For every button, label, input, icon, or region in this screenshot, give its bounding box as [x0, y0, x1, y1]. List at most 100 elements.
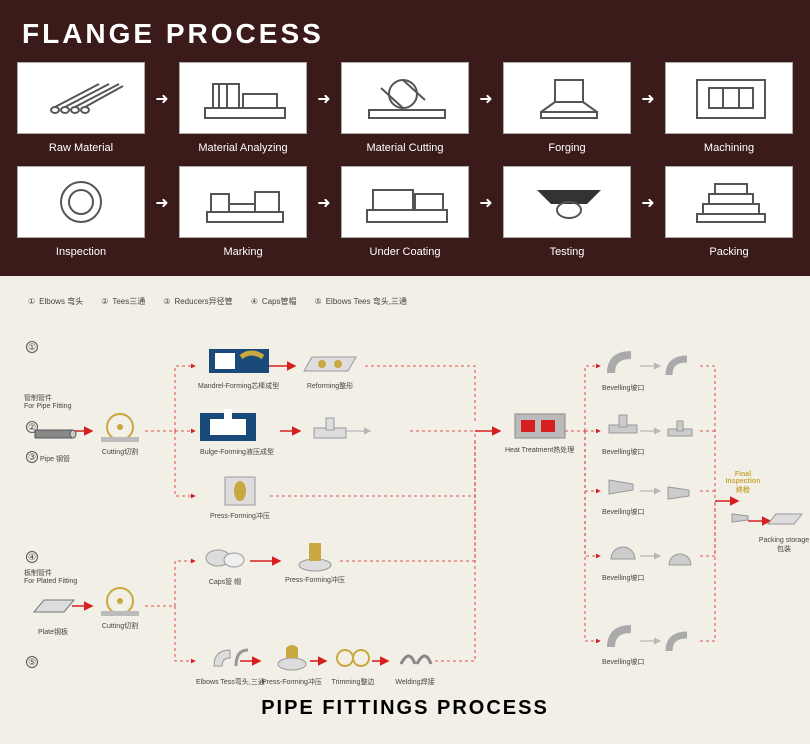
- bulge-icon: [198, 409, 276, 445]
- pipe-flow-diagram: ① ② ③ ④ ⑤ 管制管件 For Pipe Fitting 板制管件 For…: [10, 321, 800, 691]
- flange-step-testing: Testing: [502, 166, 632, 258]
- cutting-label: Material Cutting: [366, 142, 443, 154]
- flange-step-machining: Machining: [664, 62, 794, 154]
- marking-label: Marking: [223, 246, 262, 258]
- for-plated-fitting-label: 板制管件 For Plated Fitting: [24, 566, 77, 585]
- packing-label: Packing: [709, 246, 748, 258]
- coating-icon: [355, 174, 455, 230]
- caps-node: Caps管 帽: [200, 539, 250, 587]
- pipe-node: Pipe 钢管: [30, 416, 80, 464]
- tee-mid-node: [305, 413, 355, 449]
- legend-item-2: ②Tees三通: [101, 296, 145, 307]
- heat-treatment-node: Heat Treatment热处理: [505, 407, 574, 455]
- flange-row-2: Inspection ➜ Marking ➜ Under Coating ➜ T…: [16, 166, 794, 258]
- pipe-icon: [33, 424, 77, 444]
- plate-icon: [30, 594, 76, 620]
- saw-icon: [97, 583, 143, 619]
- saw-icon: [97, 409, 143, 445]
- analyzing-label: Material Analyzing: [198, 142, 287, 154]
- mandrel-icon: [207, 343, 271, 379]
- inspection-icon: [31, 174, 131, 230]
- tee-icon: [310, 416, 350, 446]
- final-inspection-node: Final Inspection 终检: [718, 469, 768, 495]
- arrow-icon: ➜: [317, 193, 330, 231]
- caps-icon: [202, 542, 248, 572]
- welding-node: Welding焊接: [390, 639, 440, 687]
- inspection-label: Inspection: [56, 246, 106, 258]
- pipe-fittings-panel: ①Elbows 弯头 ②Tees三通 ③Reducers异径管 ④Caps管帽 …: [0, 276, 810, 744]
- cutting1-node: Cutting切割: [95, 409, 145, 457]
- flange-step-material-cutting: Material Cutting: [340, 62, 470, 154]
- press-forming2-node: Press-Forming冲压: [285, 537, 345, 585]
- bevel-reducer-icon: [605, 474, 641, 500]
- press-forming3-node: Press-Forming冲压: [262, 639, 322, 687]
- product-cap: [665, 541, 695, 577]
- coating-label: Under Coating: [370, 246, 441, 258]
- legend-item-3: ③Reducers异径管: [163, 296, 232, 307]
- final-inspection-icon: [730, 509, 752, 527]
- cutting2-node: Cutting切割: [95, 583, 145, 631]
- machining-icon: [679, 70, 779, 126]
- arrow-icon: ➜: [317, 89, 330, 127]
- product-elbow: [665, 349, 695, 385]
- bevel-cap-icon: [605, 541, 641, 565]
- arrow-icon: ➜: [479, 89, 492, 127]
- flange-process-panel: FLANGE PROCESS Raw Material ➜ Material A…: [0, 0, 810, 276]
- bevelling2-node: Bevelling坡口: [602, 409, 644, 457]
- cutting-icon: [355, 70, 455, 126]
- box-icon: [764, 504, 804, 530]
- arrow-icon: ➜: [155, 89, 168, 127]
- legend-item-1: ①Elbows 弯头: [28, 296, 83, 307]
- bevelling1-node: Bevelling坡口: [602, 345, 644, 393]
- flange-title: FLANGE PROCESS: [22, 18, 794, 50]
- press-icon: [217, 473, 263, 509]
- arrow-icon: ➜: [155, 193, 168, 231]
- product-elbow2: [665, 625, 695, 661]
- bulge-forming-node: Bulge-Forming液压成型: [198, 409, 276, 457]
- plate-node: Plate钢板: [28, 589, 78, 637]
- flange-step-packing: Packing: [664, 166, 794, 258]
- forging-icon: [517, 70, 617, 126]
- flange-step-inspection: Inspection: [16, 166, 146, 258]
- bevel-elbow-icon: [605, 623, 641, 651]
- mandrel-forming-node: Mandrel-Forming芯棒成型: [198, 343, 279, 391]
- testing-label: Testing: [550, 246, 585, 258]
- forging-label: Forging: [548, 142, 585, 154]
- bevel-elbow-icon: [605, 349, 641, 377]
- for-pipe-fitting-label: 管制管件 For Pipe Fitting: [24, 391, 71, 410]
- testing-icon: [517, 174, 617, 230]
- flange-step-under-coating: Under Coating: [340, 166, 470, 258]
- press-icon: [270, 642, 314, 672]
- legend-item-4: ④Caps管帽: [251, 296, 297, 307]
- row-num-1: ①: [26, 341, 38, 353]
- reforming-node: Reforming整形: [300, 343, 360, 391]
- bevelling5-node: Bevelling坡口: [602, 619, 644, 667]
- bevelling3-node: Bevelling坡口: [602, 469, 644, 517]
- flange-row-1: Raw Material ➜ Material Analyzing ➜ Mate…: [16, 62, 794, 154]
- machining-label: Machining: [704, 142, 754, 154]
- marking-icon: [193, 174, 293, 230]
- legend-item-5: ⑤Elbows Tees 弯头,三通: [315, 296, 407, 307]
- press-forming1-node: Press-Forming冲压: [210, 473, 270, 521]
- row-num-5: ⑤: [26, 656, 38, 668]
- pipe-title: PIPE FITTINGS PROCESS: [10, 697, 800, 720]
- raw-material-icon: [31, 70, 131, 126]
- elbows-tees-node: Elbows Tess弯头,三通: [196, 639, 265, 687]
- flange-step-material-analyzing: Material Analyzing: [178, 62, 308, 154]
- raw-material-label: Raw Material: [49, 142, 113, 154]
- analyzing-icon: [193, 70, 293, 126]
- packing-node: Packing storage 包装: [762, 499, 806, 554]
- flange-step-raw-material: Raw Material: [16, 62, 146, 154]
- bevel-tee-icon: [605, 413, 641, 441]
- arrow-icon: ➜: [641, 89, 654, 127]
- product-reducer: [665, 475, 695, 511]
- pipe-legend: ①Elbows 弯头 ②Tees三通 ③Reducers异径管 ④Caps管帽 …: [28, 296, 800, 307]
- elbow-piece-icon: [208, 642, 252, 672]
- packing-icon: [679, 174, 779, 230]
- arrow-icon: ➜: [641, 193, 654, 231]
- furnace-icon: [511, 406, 569, 444]
- flange-step-marking: Marking: [178, 166, 308, 258]
- reforming-icon: [300, 343, 360, 379]
- welding-icon: [393, 642, 437, 672]
- trimming-node: Trimming整边: [328, 639, 378, 687]
